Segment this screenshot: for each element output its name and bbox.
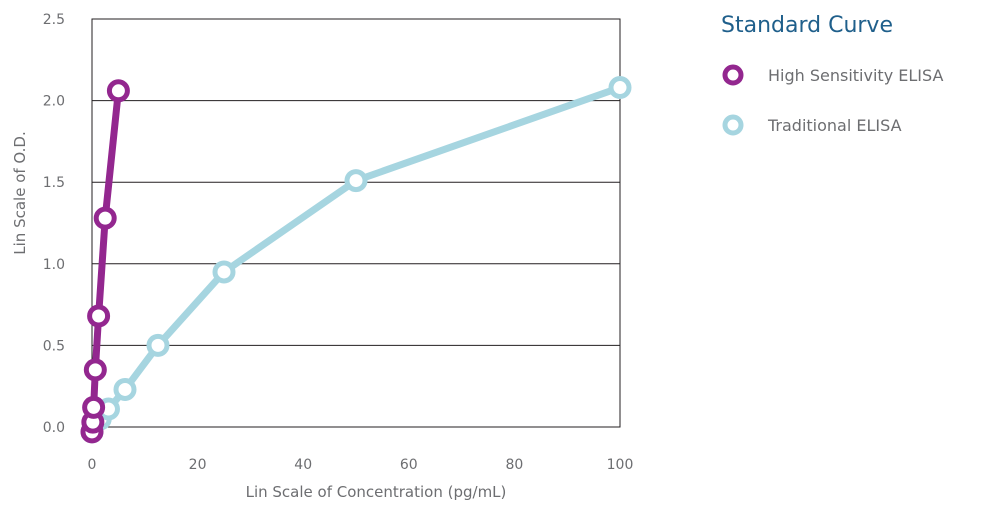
data-point — [83, 358, 107, 382]
legend-title: Standard Curve — [721, 13, 893, 38]
data-point — [82, 395, 106, 419]
y-tick-label: 2.5 — [43, 12, 65, 28]
series-traditional-elisa — [80, 76, 632, 444]
legend-label: Traditional ELISA — [767, 116, 902, 135]
plot-area-frame — [91, 18, 621, 428]
legend-items: High Sensitivity ELISA Traditional ELISA — [722, 64, 943, 136]
data-point — [87, 304, 111, 328]
data-point — [608, 76, 632, 100]
y-axis-tick-labels: 0.0 0.5 1.0 1.5 2.0 2.5 — [43, 12, 65, 436]
y-tick-label: 2.0 — [43, 94, 65, 110]
data-point — [93, 206, 117, 230]
x-tick-label: 20 — [189, 457, 207, 473]
data-point — [146, 333, 170, 357]
x-axis-title: Lin Scale of Concentration (pg/mL) — [246, 483, 507, 501]
y-tick-label: 1.5 — [43, 175, 65, 191]
y-tick-label: 1.0 — [43, 257, 65, 273]
y-tick-label: 0.5 — [43, 338, 65, 354]
series-high-sensitivity-elisa — [80, 79, 130, 444]
grid-layer — [92, 100, 620, 346]
x-axis-tick-labels: 0 20 40 60 80 100 — [88, 457, 634, 473]
legend-marker — [722, 114, 744, 136]
legend-marker — [722, 64, 744, 86]
series-layer — [80, 76, 632, 444]
y-axis-title: Lin Scale of O.D. — [11, 131, 29, 254]
data-point — [212, 260, 236, 284]
y-tick-label: 0.0 — [43, 420, 65, 436]
legend-label: High Sensitivity ELISA — [768, 66, 943, 85]
legend: Standard Curve High Sensitivity ELISA Tra… — [721, 13, 943, 136]
data-point — [113, 377, 137, 401]
series-line — [88, 84, 624, 436]
x-tick-label: 80 — [505, 457, 523, 473]
data-point — [106, 79, 130, 103]
x-tick-label: 40 — [294, 457, 312, 473]
x-tick-label: 100 — [607, 457, 634, 473]
data-point — [344, 169, 368, 193]
x-tick-label: 60 — [400, 457, 418, 473]
x-tick-label: 0 — [88, 457, 97, 473]
